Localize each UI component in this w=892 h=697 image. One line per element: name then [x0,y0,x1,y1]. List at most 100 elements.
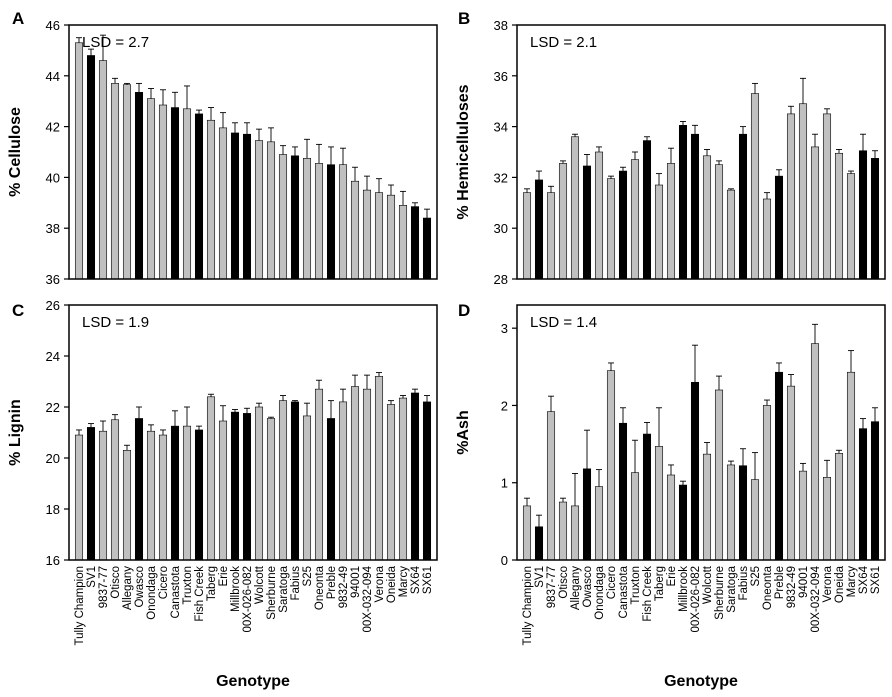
bar-d-0 [522,505,532,561]
y-tick-label-b-2: 32 [494,170,508,185]
category-label-d-7: Cicero [606,566,618,599]
bar-a-13 [230,132,240,280]
category-label-c-23: 94001 [350,566,362,598]
bar-a-0 [74,42,84,280]
bar-d-24 [810,343,820,561]
category-label-c-19: S25 [302,566,314,586]
bar-d-19 [750,479,760,561]
bar-c-22 [338,401,348,561]
bar-c-8 [170,425,180,561]
bar-c-18 [290,401,300,561]
bar-d-17 [726,464,736,561]
bar-d-20 [762,405,772,561]
bar-a-5 [134,92,144,280]
bar-b-9 [630,159,640,280]
category-label-d-13: Millbrook [678,566,690,612]
bar-c-27 [398,397,408,561]
category-label-c-27: Marcy [398,566,410,598]
bar-b-4 [570,136,580,280]
bar-b-7 [606,178,616,280]
lsd-annotation-b: LSD = 2.1 [530,34,597,51]
category-label-c-6: Onondaga [146,565,158,619]
bar-a-17 [278,154,288,280]
category-label-c-26: Oneida [386,565,398,603]
y-tick-label-a-0: 36 [46,272,60,287]
bar-c-17 [278,400,288,561]
y-tick-label-c-4: 24 [46,349,60,364]
bar-c-2 [98,430,108,561]
panel-letter-d: D [458,301,470,320]
bar-d-9 [630,472,640,561]
bar-a-14 [242,133,252,280]
bar-d-6 [594,486,604,561]
bar-d-27 [846,371,856,561]
category-label-c-8: Canastota [170,565,182,618]
bar-a-10 [194,113,204,280]
bar-a-3 [110,83,120,280]
bar-b-20 [762,198,772,280]
panel-c: Tully Champion SV1 9837-77 Otisco Allegany Ow… [7,298,438,690]
category-label-d-4: Allegany [570,566,582,610]
x-axis-title-d: Genotype [664,673,738,690]
bar-a-15 [254,140,264,280]
bar-a-24 [362,189,372,280]
bar-a-6 [146,98,156,280]
bar-d-26 [834,453,844,561]
bar-d-7 [606,370,616,561]
category-label-c-18: Fabius [290,566,302,601]
bar-d-8 [618,422,628,561]
bar-d-22 [786,385,796,561]
category-label-c-3: Otisco [110,566,122,599]
bar-c-4 [122,450,132,561]
bar-c-12 [218,420,228,561]
bar-c-6 [146,430,156,561]
bar-b-23 [798,103,808,280]
y-axis-title-c: % Lignin [7,399,24,466]
bar-d-23 [798,470,808,561]
bar-d-28 [858,428,868,561]
y-tick-label-b-1: 30 [494,221,508,236]
category-label-d-1: SV1 [534,566,546,588]
category-label-d-5: Owasco [582,566,594,608]
bar-b-28 [858,150,868,280]
bar-b-18 [738,133,748,280]
category-label-d-29: SX61 [870,566,882,594]
bar-b-21 [774,175,784,280]
category-label-d-27: Marcy [846,566,858,598]
bar-b-8 [618,170,628,280]
plot-frame-b [516,24,886,280]
bar-c-3 [110,419,120,561]
category-label-d-21: Preble [774,566,786,599]
bar-d-12 [666,474,676,561]
category-label-d-14: 00X-026-082 [690,566,702,633]
bar-c-13 [230,411,240,561]
category-label-c-16: Sherburne [266,566,278,620]
bar-c-16 [266,418,276,561]
bar-a-27 [398,205,408,280]
category-label-d-6: Onondaga [594,565,606,619]
y-tick-label-c-2: 20 [46,451,60,466]
bar-a-28 [410,206,420,280]
category-label-d-15: Wolcott [702,565,714,604]
bar-a-8 [170,107,180,280]
category-label-c-10: Fish Creek [194,566,206,622]
y-axis-title-a: % Cellulose [7,107,24,197]
bar-a-23 [350,180,360,280]
y-tick-label-a-4: 44 [46,69,60,84]
category-label-d-12: Erie [666,566,678,586]
panel-d: Tully Champion SV1 9837-77 Otisco Allegany Ow… [455,301,886,690]
bar-b-27 [846,173,856,280]
bar-c-0 [74,434,84,561]
bar-b-6 [594,151,604,280]
bar-c-10 [194,429,204,561]
category-label-c-14: 00X-026-082 [242,566,254,633]
y-tick-label-d-0: 0 [501,553,508,568]
bar-b-25 [822,113,832,280]
y-tick-label-d-1: 1 [501,476,508,491]
y-tick-label-a-2: 40 [46,170,60,185]
y-tick-label-c-0: 16 [46,553,60,568]
category-label-d-9: Truxton [630,566,642,605]
bar-c-21 [326,418,336,561]
bar-a-18 [290,155,300,280]
